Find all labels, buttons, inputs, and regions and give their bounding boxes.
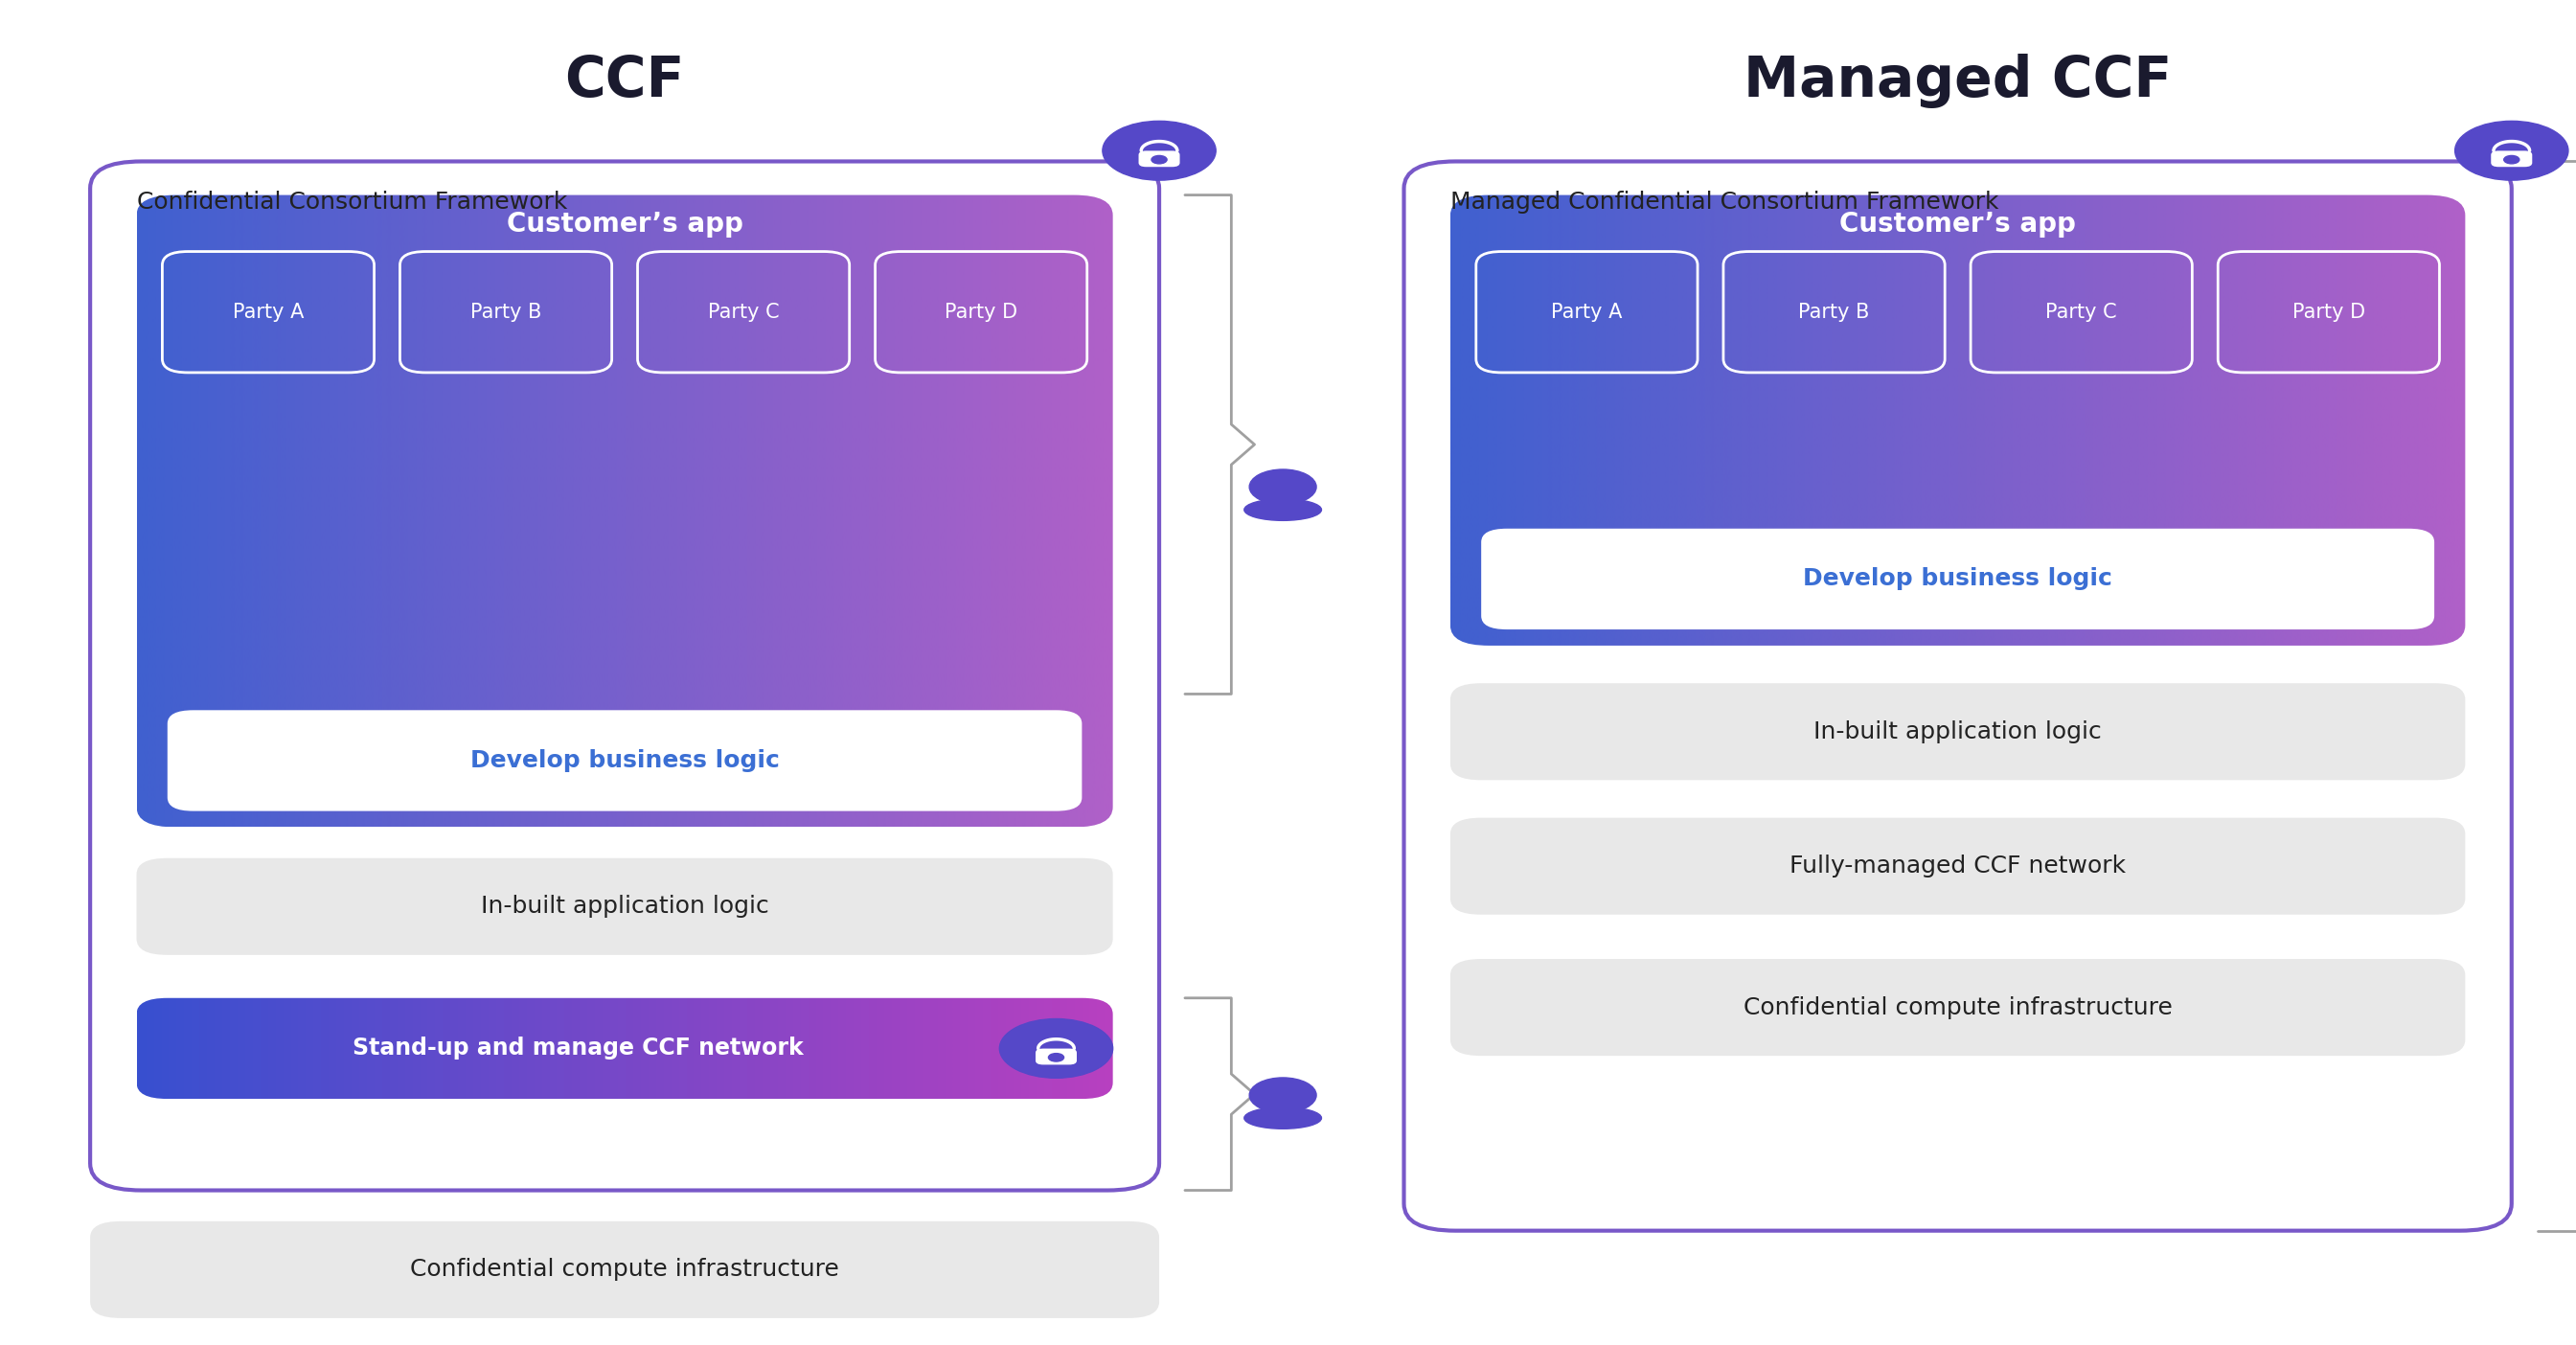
Ellipse shape <box>1244 499 1321 521</box>
Text: Confidential Consortium Framework: Confidential Consortium Framework <box>137 191 567 214</box>
FancyBboxPatch shape <box>1450 818 2465 915</box>
Text: Managed Confidential Consortium Framework: Managed Confidential Consortium Framewor… <box>1450 191 1999 214</box>
FancyBboxPatch shape <box>2491 151 2532 167</box>
Text: Confidential compute infrastructure: Confidential compute infrastructure <box>410 1258 840 1282</box>
Text: Develop business logic: Develop business logic <box>469 749 781 772</box>
Text: Party A: Party A <box>232 303 304 321</box>
Text: Party C: Party C <box>2045 303 2117 321</box>
Text: Stand-up and manage CCF network: Stand-up and manage CCF network <box>353 1037 804 1060</box>
Text: Party D: Party D <box>2293 303 2365 321</box>
Text: Party C: Party C <box>708 303 781 321</box>
Circle shape <box>1103 121 1216 180</box>
Circle shape <box>1249 1077 1316 1112</box>
Circle shape <box>1048 1053 1064 1061</box>
FancyBboxPatch shape <box>90 161 1159 1190</box>
FancyBboxPatch shape <box>1036 1049 1077 1065</box>
FancyBboxPatch shape <box>1404 161 2512 1231</box>
Ellipse shape <box>1244 1107 1321 1128</box>
Text: CCF: CCF <box>564 54 685 109</box>
Text: Party B: Party B <box>1798 303 1870 321</box>
Circle shape <box>1249 469 1316 504</box>
Text: Party B: Party B <box>471 303 541 321</box>
FancyBboxPatch shape <box>1450 959 2465 1056</box>
FancyBboxPatch shape <box>137 858 1113 955</box>
Text: In-built application logic: In-built application logic <box>1814 720 2102 744</box>
Circle shape <box>2455 121 2568 180</box>
Text: Confidential compute infrastructure: Confidential compute infrastructure <box>1744 995 2172 1020</box>
FancyBboxPatch shape <box>167 710 1082 811</box>
Circle shape <box>2504 156 2519 164</box>
Text: Fully-managed CCF network: Fully-managed CCF network <box>1790 854 2125 878</box>
Circle shape <box>1151 156 1167 164</box>
FancyBboxPatch shape <box>1139 151 1180 167</box>
FancyBboxPatch shape <box>90 1221 1159 1318</box>
Text: Develop business logic: Develop business logic <box>1803 568 2112 590</box>
Text: Managed CCF: Managed CCF <box>1744 54 2172 109</box>
Circle shape <box>999 1020 1113 1079</box>
FancyBboxPatch shape <box>1481 529 2434 629</box>
Text: Party A: Party A <box>1551 303 1623 321</box>
Text: Customer’s app: Customer’s app <box>507 211 742 238</box>
FancyBboxPatch shape <box>1450 683 2465 780</box>
Text: In-built application logic: In-built application logic <box>482 894 768 919</box>
Text: Customer’s app: Customer’s app <box>1839 211 2076 238</box>
Text: Party D: Party D <box>945 303 1018 321</box>
